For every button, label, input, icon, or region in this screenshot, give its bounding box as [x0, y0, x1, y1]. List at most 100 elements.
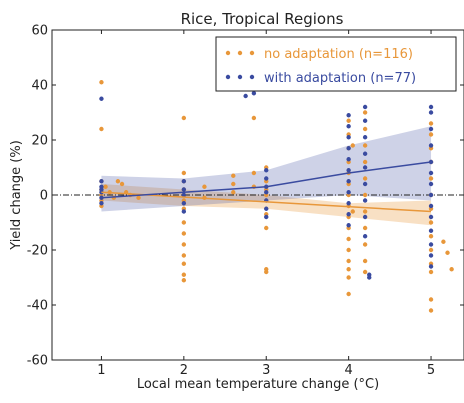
data-point-with-adaptation [346, 201, 351, 206]
data-point-with-adaptation [362, 118, 368, 123]
data-point-with-adaptation [243, 93, 248, 99]
data-point-with-adaptation [346, 135, 351, 140]
x-tick-label: 2 [180, 363, 188, 378]
data-point-no-adaptation [346, 267, 351, 272]
x-tick-label: 1 [97, 363, 105, 378]
data-point-no-adaptation [428, 269, 434, 275]
data-point-with-adaptation [346, 190, 351, 195]
data-point-no-adaptation [362, 225, 368, 231]
data-point-with-adaptation [362, 104, 368, 110]
x-axis-ticks: 1 2 3 4 5 [97, 30, 435, 378]
data-point-with-adaptation [362, 135, 368, 140]
y-tick-label: 20 [31, 134, 48, 149]
data-point-with-adaptation [428, 104, 434, 110]
data-point-with-adaptation [428, 203, 434, 209]
legend-label-no-adaptation: no adaptation (n=116) [264, 47, 413, 62]
data-point-with-adaptation [99, 96, 104, 101]
y-axis-label: Yield change (%) [9, 140, 24, 251]
trend-line-with-adaptation [101, 161, 432, 199]
data-point-no-adaptation [350, 143, 355, 148]
data-point-no-adaptation [346, 291, 351, 297]
data-point-with-adaptation [99, 179, 104, 184]
legend-marker-no-adaptation [237, 50, 243, 56]
data-point-no-adaptation [99, 80, 104, 85]
y-tick-label: 60 [31, 24, 48, 39]
data-point-with-adaptation [181, 209, 187, 214]
x-tick-label: 5 [427, 363, 435, 378]
y-axis-ticks: -60 -40 -20 0 20 40 60 [27, 24, 464, 369]
y-tick-label: 0 [40, 189, 48, 204]
data-point-no-adaptation [362, 143, 368, 148]
data-point-no-adaptation [181, 253, 187, 258]
data-point-with-adaptation [428, 192, 434, 198]
data-point-with-adaptation [362, 234, 368, 239]
data-point-no-adaptation [449, 267, 454, 272]
data-point-no-adaptation [362, 269, 368, 275]
data-point-with-adaptation [428, 181, 434, 187]
data-point-no-adaptation [231, 173, 236, 178]
data-point-with-adaptation [99, 187, 104, 192]
data-point-no-adaptation [231, 190, 236, 195]
data-point-no-adaptation [251, 115, 257, 121]
data-point-with-adaptation [181, 187, 187, 192]
data-point-no-adaptation [362, 209, 368, 214]
data-point-no-adaptation [362, 176, 368, 181]
data-point-no-adaptation [428, 220, 434, 225]
data-point-with-adaptation [428, 214, 434, 220]
data-point-no-adaptation [181, 220, 187, 225]
data-point-no-adaptation [119, 181, 125, 187]
legend: no adaptation (n=116) with adaptation (n=… [215, 36, 457, 92]
x-tick-label: 3 [262, 363, 270, 378]
data-point-no-adaptation [362, 110, 368, 115]
chart-title: Rice, Tropical Regions [181, 10, 344, 28]
data-point-with-adaptation [428, 110, 434, 115]
data-point-with-adaptation [428, 242, 434, 247]
data-point-with-adaptation [346, 223, 351, 228]
legend-marker-no-adaptation [249, 50, 255, 56]
data-point-no-adaptation [362, 192, 368, 198]
data-point-no-adaptation [350, 209, 355, 214]
data-point-with-adaptation [428, 170, 434, 176]
data-point-with-adaptation [346, 146, 351, 151]
data-point-no-adaptation [181, 115, 187, 121]
legend-marker-with-adaptation [225, 74, 231, 80]
data-point-no-adaptation [99, 126, 104, 132]
data-point-no-adaptation [181, 272, 187, 277]
data-point-with-adaptation [181, 201, 187, 206]
data-point-with-adaptation [264, 206, 269, 211]
data-point-no-adaptation [264, 269, 269, 275]
data-point-no-adaptation [231, 181, 236, 187]
legend-label-with-adaptation: with adaptation (n=77) [264, 71, 416, 86]
data-point-with-adaptation [428, 126, 434, 132]
data-point-no-adaptation [346, 236, 351, 242]
data-point-no-adaptation [264, 225, 269, 231]
data-point-no-adaptation [181, 170, 187, 176]
data-point-with-adaptation [181, 179, 187, 184]
data-point-with-adaptation [346, 124, 351, 129]
data-point-with-adaptation [264, 214, 269, 220]
data-point-with-adaptation [99, 201, 104, 206]
data-point-no-adaptation [362, 126, 368, 132]
data-point-no-adaptation [428, 176, 434, 181]
data-points [99, 80, 454, 313]
trend-lines [101, 161, 432, 213]
data-point-no-adaptation [428, 121, 434, 126]
data-point-no-adaptation [103, 184, 108, 189]
legend-marker-with-adaptation [249, 74, 255, 80]
data-point-with-adaptation [362, 151, 368, 156]
data-point-no-adaptation [181, 242, 187, 247]
data-point-with-adaptation [428, 228, 434, 233]
data-point-no-adaptation [428, 234, 434, 239]
data-point-with-adaptation [362, 214, 368, 220]
data-point-no-adaptation [362, 258, 368, 264]
data-point-no-adaptation [181, 231, 187, 236]
data-point-with-adaptation [264, 190, 269, 195]
data-point-with-adaptation [428, 264, 434, 269]
data-point-with-adaptation [367, 275, 372, 280]
data-point-with-adaptation [181, 192, 187, 198]
data-point-no-adaptation [251, 170, 257, 176]
data-point-no-adaptation [346, 275, 351, 280]
data-point-no-adaptation [362, 242, 368, 247]
trend-line-no-adaptation [101, 191, 432, 213]
